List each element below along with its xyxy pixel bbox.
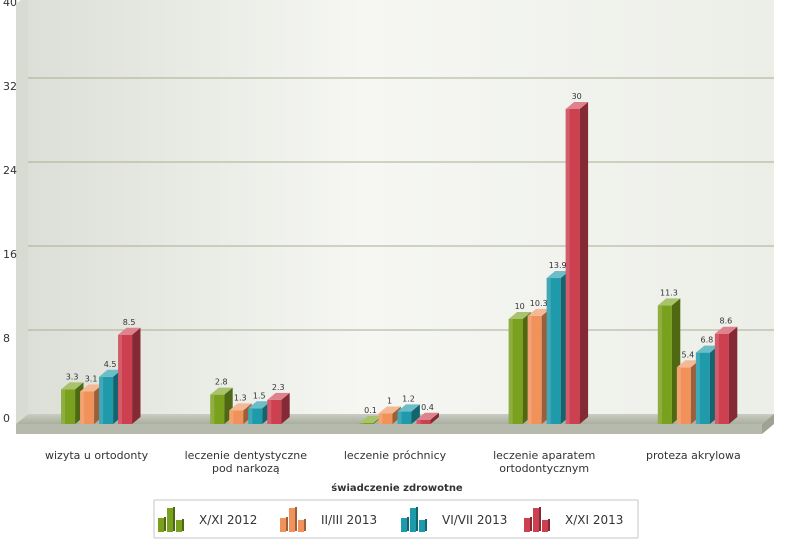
legend-item[interactable]: X/XI 2013 [524, 507, 623, 532]
bar [80, 384, 103, 424]
data-label: 11.3 [660, 288, 678, 297]
bar [248, 401, 271, 424]
data-label: 2.8 [215, 378, 228, 387]
x-axis-title: świadczenie zdrowotne [331, 482, 463, 494]
legend-swatch [158, 507, 184, 532]
bar [118, 327, 141, 424]
x-tick-label: leczenie aparatem [493, 449, 595, 462]
data-label: 13.9 [549, 261, 567, 270]
data-label: 3.1 [85, 374, 98, 383]
x-tick-label: ortodontycznym [499, 462, 589, 475]
data-label: 10.3 [530, 299, 548, 308]
legend-label: X/XI 2013 [565, 513, 623, 527]
x-tick-label: leczenie dentystyczne [185, 449, 308, 462]
x-tick-label: wizyta u ortodonty [45, 449, 149, 462]
gridlines [28, 77, 774, 331]
legend-item[interactable]: II/III 2013 [280, 507, 377, 532]
bar [676, 360, 700, 424]
legend-swatch [401, 507, 427, 532]
x-tick-label: leczenie próchnicy [344, 449, 447, 462]
y-tick-label: 16 [3, 248, 17, 261]
data-label: 2.3 [272, 383, 285, 392]
data-label: 8.5 [123, 318, 136, 327]
legend: X/XI 2012 II/III 2013 VI/VII 2013 X/XI 2013 [153, 499, 639, 539]
bar [267, 392, 290, 424]
bar [397, 404, 420, 424]
x-tick-label: pod narkozą [212, 462, 280, 475]
bars [61, 102, 738, 424]
bar [527, 308, 551, 424]
data-label: 5.4 [682, 350, 695, 359]
data-label: 1.5 [253, 391, 266, 400]
x-tick-label: proteza akrylowa [646, 449, 741, 462]
data-label: 3.3 [66, 372, 79, 381]
data-label: 4.5 [104, 360, 117, 369]
legend-swatch [280, 507, 306, 532]
legend-item[interactable]: VI/VII 2013 [401, 507, 507, 532]
data-label: 0.1 [364, 406, 377, 415]
data-label: 8.6 [720, 317, 733, 326]
legend-label: X/XI 2012 [199, 513, 257, 527]
legend-swatch [524, 507, 550, 532]
y-tick-label: 8 [3, 332, 10, 345]
axes: 0 8 16 24 32 40 wizyta u ortodonty leczenie den… [3, 0, 741, 494]
legend-box [153, 499, 639, 539]
bar [714, 326, 738, 424]
legend-label: II/III 2013 [321, 513, 377, 527]
legend-item[interactable]: X/XI 2012 [158, 507, 257, 532]
data-label: 1 [387, 397, 392, 406]
data-label: 30 [572, 92, 582, 101]
y-tick-label: 24 [3, 164, 17, 177]
y-tick-label: 32 [3, 80, 17, 93]
legend-label: VI/VII 2013 [442, 513, 507, 527]
y-tick-label: 0 [3, 412, 10, 425]
data-label: 1.2 [402, 394, 415, 403]
data-labels: 3.3 3.1 4.5 8.5 2.8 1.3 1.5 2.3 0.1 1 1.2 0.4 10 10.3… [66, 92, 733, 415]
data-label: 10 [515, 302, 525, 311]
data-label: 1.3 [234, 393, 247, 402]
data-label: 0.4 [421, 403, 434, 412]
y-tick-label: 40 [3, 0, 17, 9]
data-label: 6.8 [701, 336, 714, 345]
bar [416, 412, 439, 424]
bar [565, 102, 589, 424]
bar [210, 387, 233, 424]
